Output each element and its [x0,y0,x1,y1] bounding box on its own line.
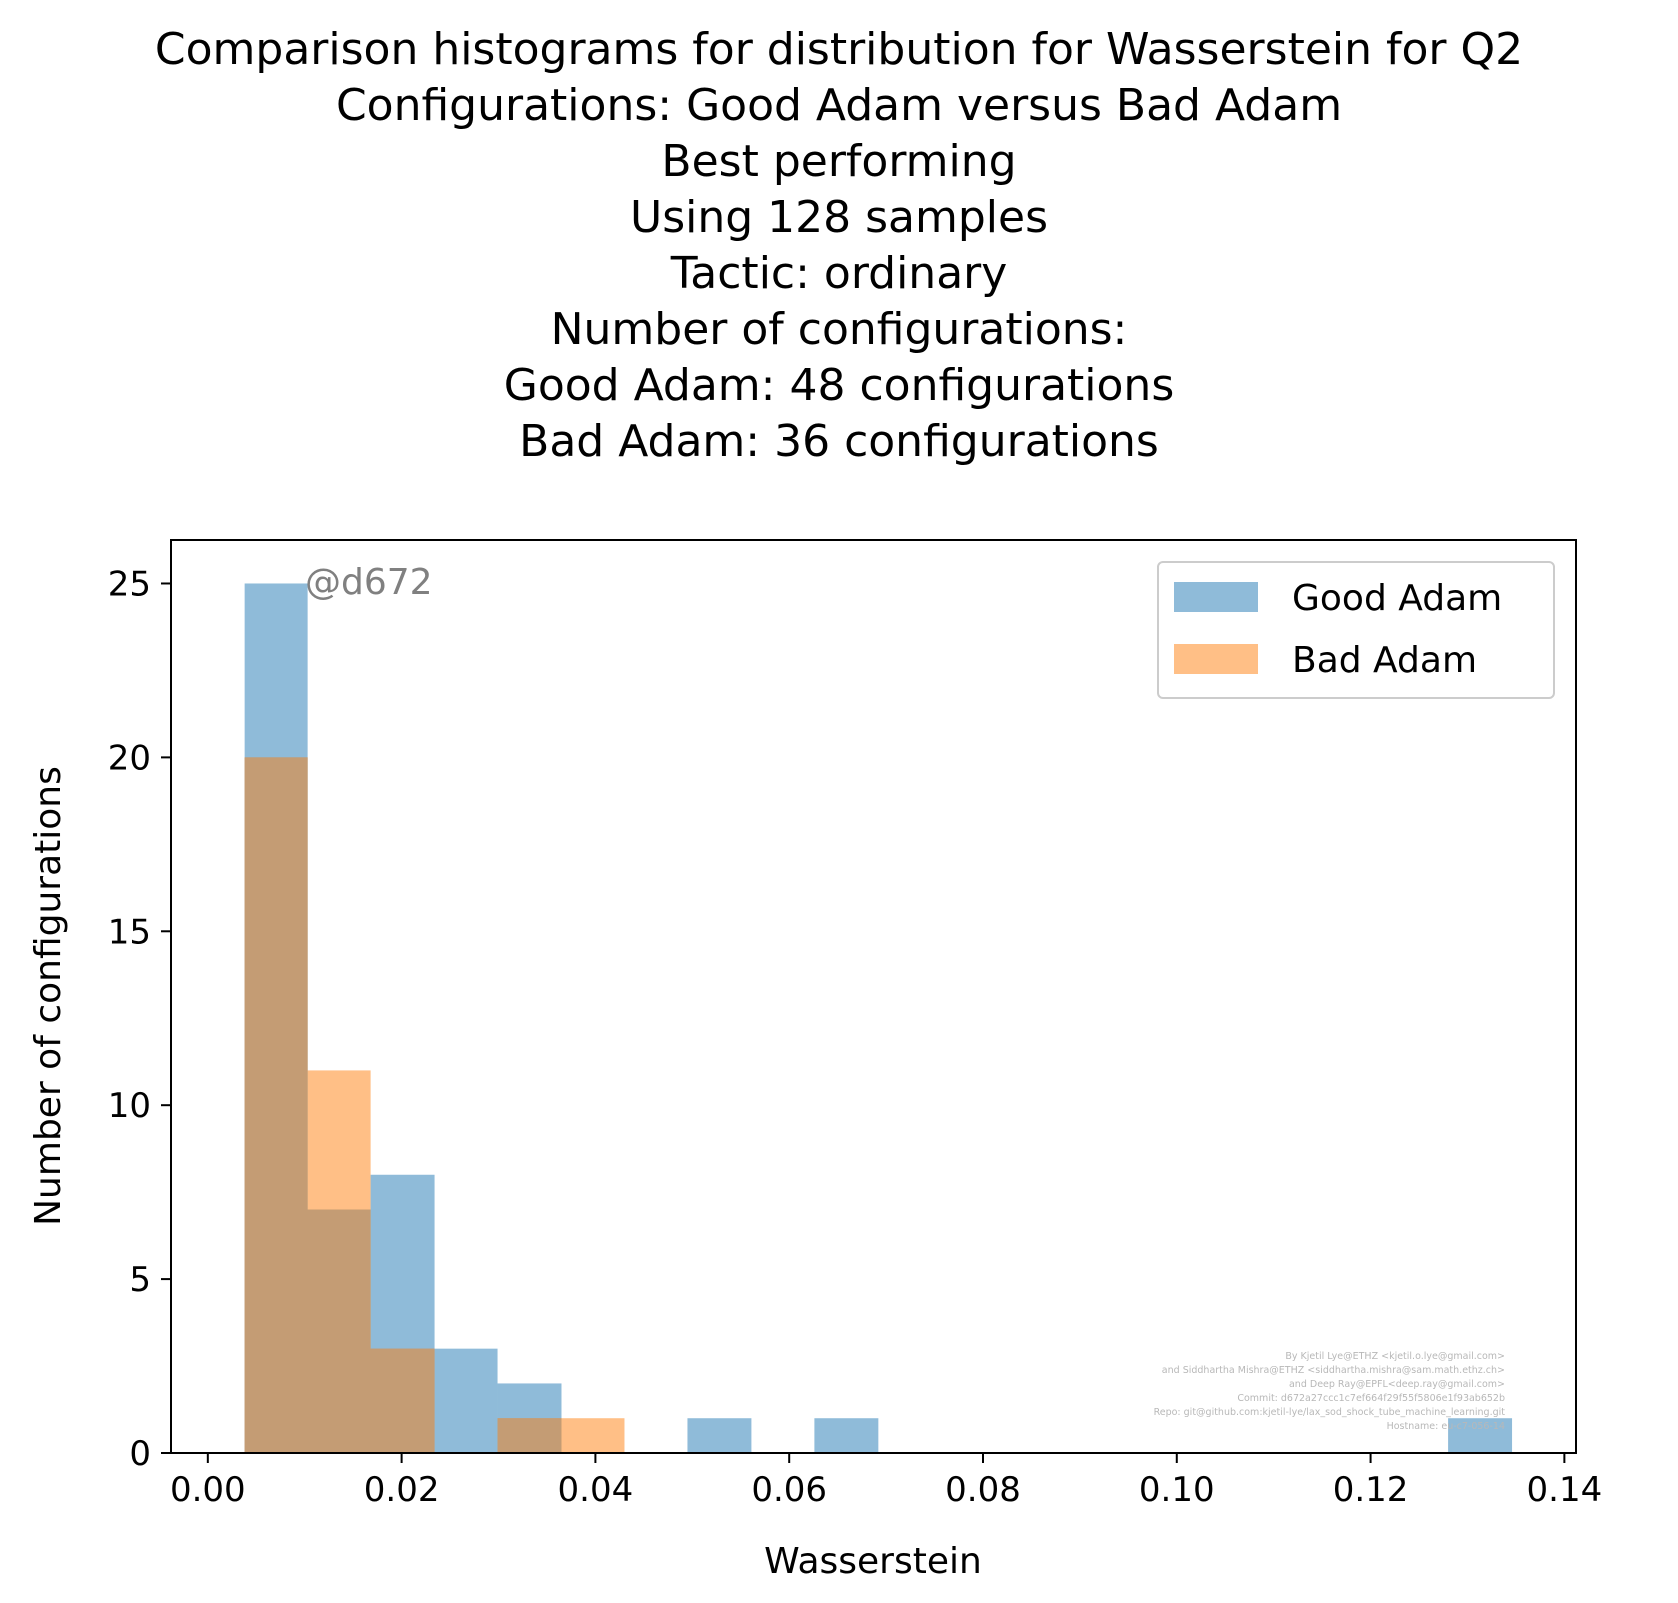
bar-overlap-4 [497,1418,562,1453]
title-line-6: Number of configurations: [550,304,1128,355]
bars-layer [244,583,1513,1453]
x-tick-label: 0.08 [945,1470,1021,1510]
legend-swatch-bad-adam [1174,644,1258,674]
y-tick-label: 15 [108,912,151,952]
legend: Good Adam Bad Adam [1157,561,1555,699]
x-tick-label: 0.14 [1527,1470,1603,1510]
y-tick-label: 25 [108,564,151,604]
y-tick-label: 20 [108,738,151,778]
commit-annotation: @d672 [305,562,433,603]
y-tick-label: 10 [108,1086,151,1126]
title-line-4: Using 128 samples [629,192,1049,243]
x-tick-label: 0.10 [1139,1470,1215,1510]
bar-overlap-1 [307,1209,371,1453]
chart-title: Comparison histograms for distribution f… [0,22,1678,470]
title-line-1: Comparison histograms for distribution f… [154,24,1524,75]
title-line-8: Bad Adam: 36 configurations [519,416,1159,467]
credit-line: By Kjetil Lye@ETHZ <kjetil.o.lye@gmail.c… [1285,1351,1505,1362]
title-line-2: Configurations: Good Adam versus Bad Ada… [335,80,1343,131]
title-line-5: Tactic: ordinary [670,248,1008,299]
x-tick-label: 0.00 [170,1470,246,1510]
credit-line: Repo: git@github.com:kjetil-lye/lax_sod_… [1154,1407,1506,1418]
bar-good-adam-9 [814,1418,879,1453]
x-tick-label: 0.04 [558,1470,634,1510]
credit-line: Hostname: eu-c7-056-14 [1387,1421,1505,1432]
x-tick-label: 0.06 [751,1470,827,1510]
bar-good-adam-3 [434,1348,498,1453]
x-axis: 0.00 0.02 0.04 0.06 0.08 0.10 0.12 0.14 [170,1453,1602,1510]
x-tick-label: 0.02 [364,1470,440,1510]
bar-overlap-0 [244,757,308,1453]
y-tick-label: 5 [129,1260,151,1300]
bar-good-adam-7 [687,1418,752,1453]
bar-bad-adam-5 [561,1418,625,1453]
overlap-layer [244,757,562,1453]
legend-swatch-good-adam [1174,582,1258,612]
credit-line: and Deep Ray@EPFL<deep.ray@gmail.com> [1289,1379,1505,1390]
y-axis-label: Number of configurations [28,766,69,1226]
legend-label: Bad Adam [1292,640,1477,681]
x-tick-label: 0.12 [1333,1470,1409,1510]
y-tick-label: 0 [129,1434,151,1474]
title-line-3: Best performing [661,136,1017,187]
credit-line: and Siddhartha Mishra@ETHZ <siddhartha.m… [1162,1365,1505,1376]
plot-frame [170,539,1577,1454]
bar-good-adam-19 [1448,1418,1513,1453]
x-axis-label: Wasserstein [764,1541,982,1582]
credit-line: Commit: d672a27ccc1c7ef664f29f55f5806e1f… [1237,1393,1505,1404]
legend-label: Good Adam [1292,578,1502,619]
credits-watermark: By Kjetil Lye@ETHZ <kjetil.o.lye@gmail.c… [1154,1351,1506,1432]
title-line-7: Good Adam: 48 configurations [503,360,1175,411]
bar-overlap-2 [370,1348,435,1453]
y-axis: 0 5 10 15 20 25 [108,564,171,1474]
